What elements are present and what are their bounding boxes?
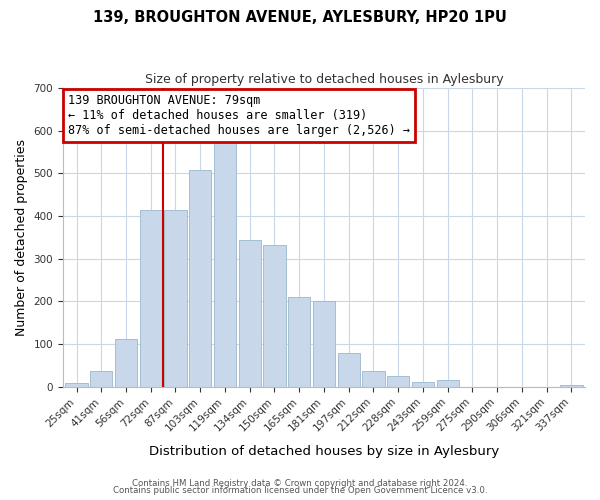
- Bar: [115, 338, 137, 387]
- Bar: [387, 376, 409, 387]
- X-axis label: Distribution of detached houses by size in Aylesbury: Distribution of detached houses by size …: [149, 444, 499, 458]
- Bar: [214, 142, 236, 387]
- Bar: [65, 384, 88, 387]
- Bar: [560, 385, 583, 387]
- Bar: [263, 244, 286, 387]
- Text: 139 BROUGHTON AVENUE: 79sqm
← 11% of detached houses are smaller (319)
87% of se: 139 BROUGHTON AVENUE: 79sqm ← 11% of det…: [68, 94, 410, 137]
- Bar: [437, 380, 459, 387]
- Bar: [90, 370, 112, 387]
- Bar: [412, 382, 434, 387]
- Text: Contains HM Land Registry data © Crown copyright and database right 2024.: Contains HM Land Registry data © Crown c…: [132, 478, 468, 488]
- Bar: [140, 210, 162, 387]
- Y-axis label: Number of detached properties: Number of detached properties: [15, 139, 28, 336]
- Bar: [338, 352, 360, 387]
- Text: Contains public sector information licensed under the Open Government Licence v3: Contains public sector information licen…: [113, 486, 487, 495]
- Bar: [239, 240, 261, 387]
- Bar: [313, 300, 335, 387]
- Text: 139, BROUGHTON AVENUE, AYLESBURY, HP20 1PU: 139, BROUGHTON AVENUE, AYLESBURY, HP20 1…: [93, 10, 507, 25]
- Bar: [189, 170, 211, 387]
- Title: Size of property relative to detached houses in Aylesbury: Size of property relative to detached ho…: [145, 72, 503, 86]
- Bar: [288, 297, 310, 387]
- Bar: [164, 210, 187, 387]
- Bar: [362, 371, 385, 387]
